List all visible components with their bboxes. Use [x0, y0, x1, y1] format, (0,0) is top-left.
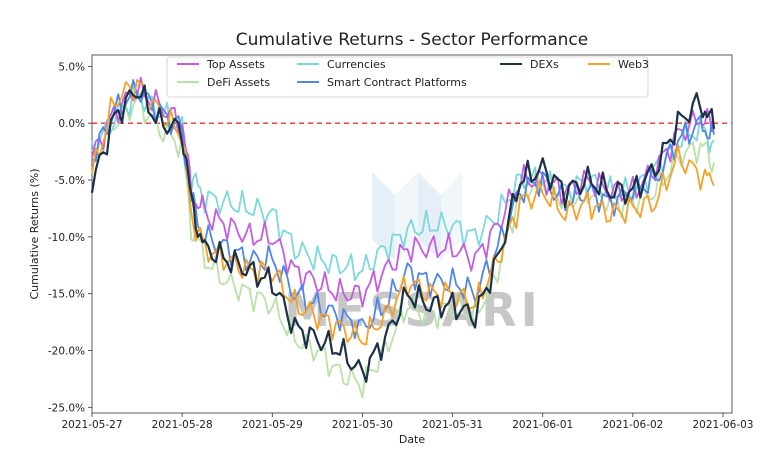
- series-lines: [90, 76, 716, 399]
- x-tick-label: 2021-05-30: [332, 419, 393, 431]
- legend-label-top-assets: Top Assets: [206, 58, 265, 71]
- legend-label-currencies: Currencies: [327, 58, 386, 71]
- x-tick-label: 2021-05-27: [61, 419, 122, 431]
- x-axis-label: Date: [399, 433, 426, 446]
- messari-logo-icon: [372, 172, 462, 260]
- x-tick-label: 2021-06-03: [692, 419, 753, 431]
- y-tick-label: 0.0%: [58, 118, 85, 130]
- legend-label-web3: Web3: [618, 58, 649, 71]
- watermark-text: MESSARI: [284, 283, 542, 337]
- plot-area: [91, 54, 733, 414]
- y-tick-label: -25.0%: [48, 402, 85, 414]
- x-tick-label: 2021-06-02: [602, 419, 663, 431]
- chart-legend: Top Assets DeFi Assets Currencies Smart Con…: [166, 56, 649, 98]
- legend-box: [166, 56, 649, 98]
- x-tick-label: 2021-05-28: [152, 419, 213, 431]
- legend-label-dexs: DEXs: [530, 58, 559, 71]
- y-axis: 5.0% 0.0% -5.0% -10.0% -15.0% -20.0% -25.0%: [48, 61, 92, 414]
- series-line-top-assets: [91, 76, 715, 308]
- y-tick-label: 5.0%: [58, 61, 85, 73]
- legend-label-defi-assets: DeFi Assets: [207, 76, 270, 89]
- series-line-web3: [91, 79, 715, 346]
- chart-title: Cumulative Returns - Sector Performance: [236, 30, 588, 50]
- series-line-dexs: [90, 84, 716, 383]
- x-tick-label: 2021-06-01: [512, 419, 573, 431]
- y-axis-label: Cumulative Returns (%): [28, 168, 41, 299]
- y-tick-label: -15.0%: [48, 289, 85, 301]
- x-tick-label: 2021-05-29: [242, 419, 303, 431]
- y-tick-label: -10.0%: [48, 232, 85, 244]
- x-axis: 2021-05-27 2021-05-28 2021-05-29 2021-05-30…: [61, 413, 754, 431]
- legend-label-smart-contract-platforms: Smart Contract Platforms: [327, 76, 467, 89]
- y-tick-label: -20.0%: [48, 345, 85, 357]
- messari-watermark: MESSARI: [284, 172, 542, 337]
- x-tick-label: 2021-05-31: [422, 419, 483, 431]
- y-tick-label: -5.0%: [55, 175, 85, 187]
